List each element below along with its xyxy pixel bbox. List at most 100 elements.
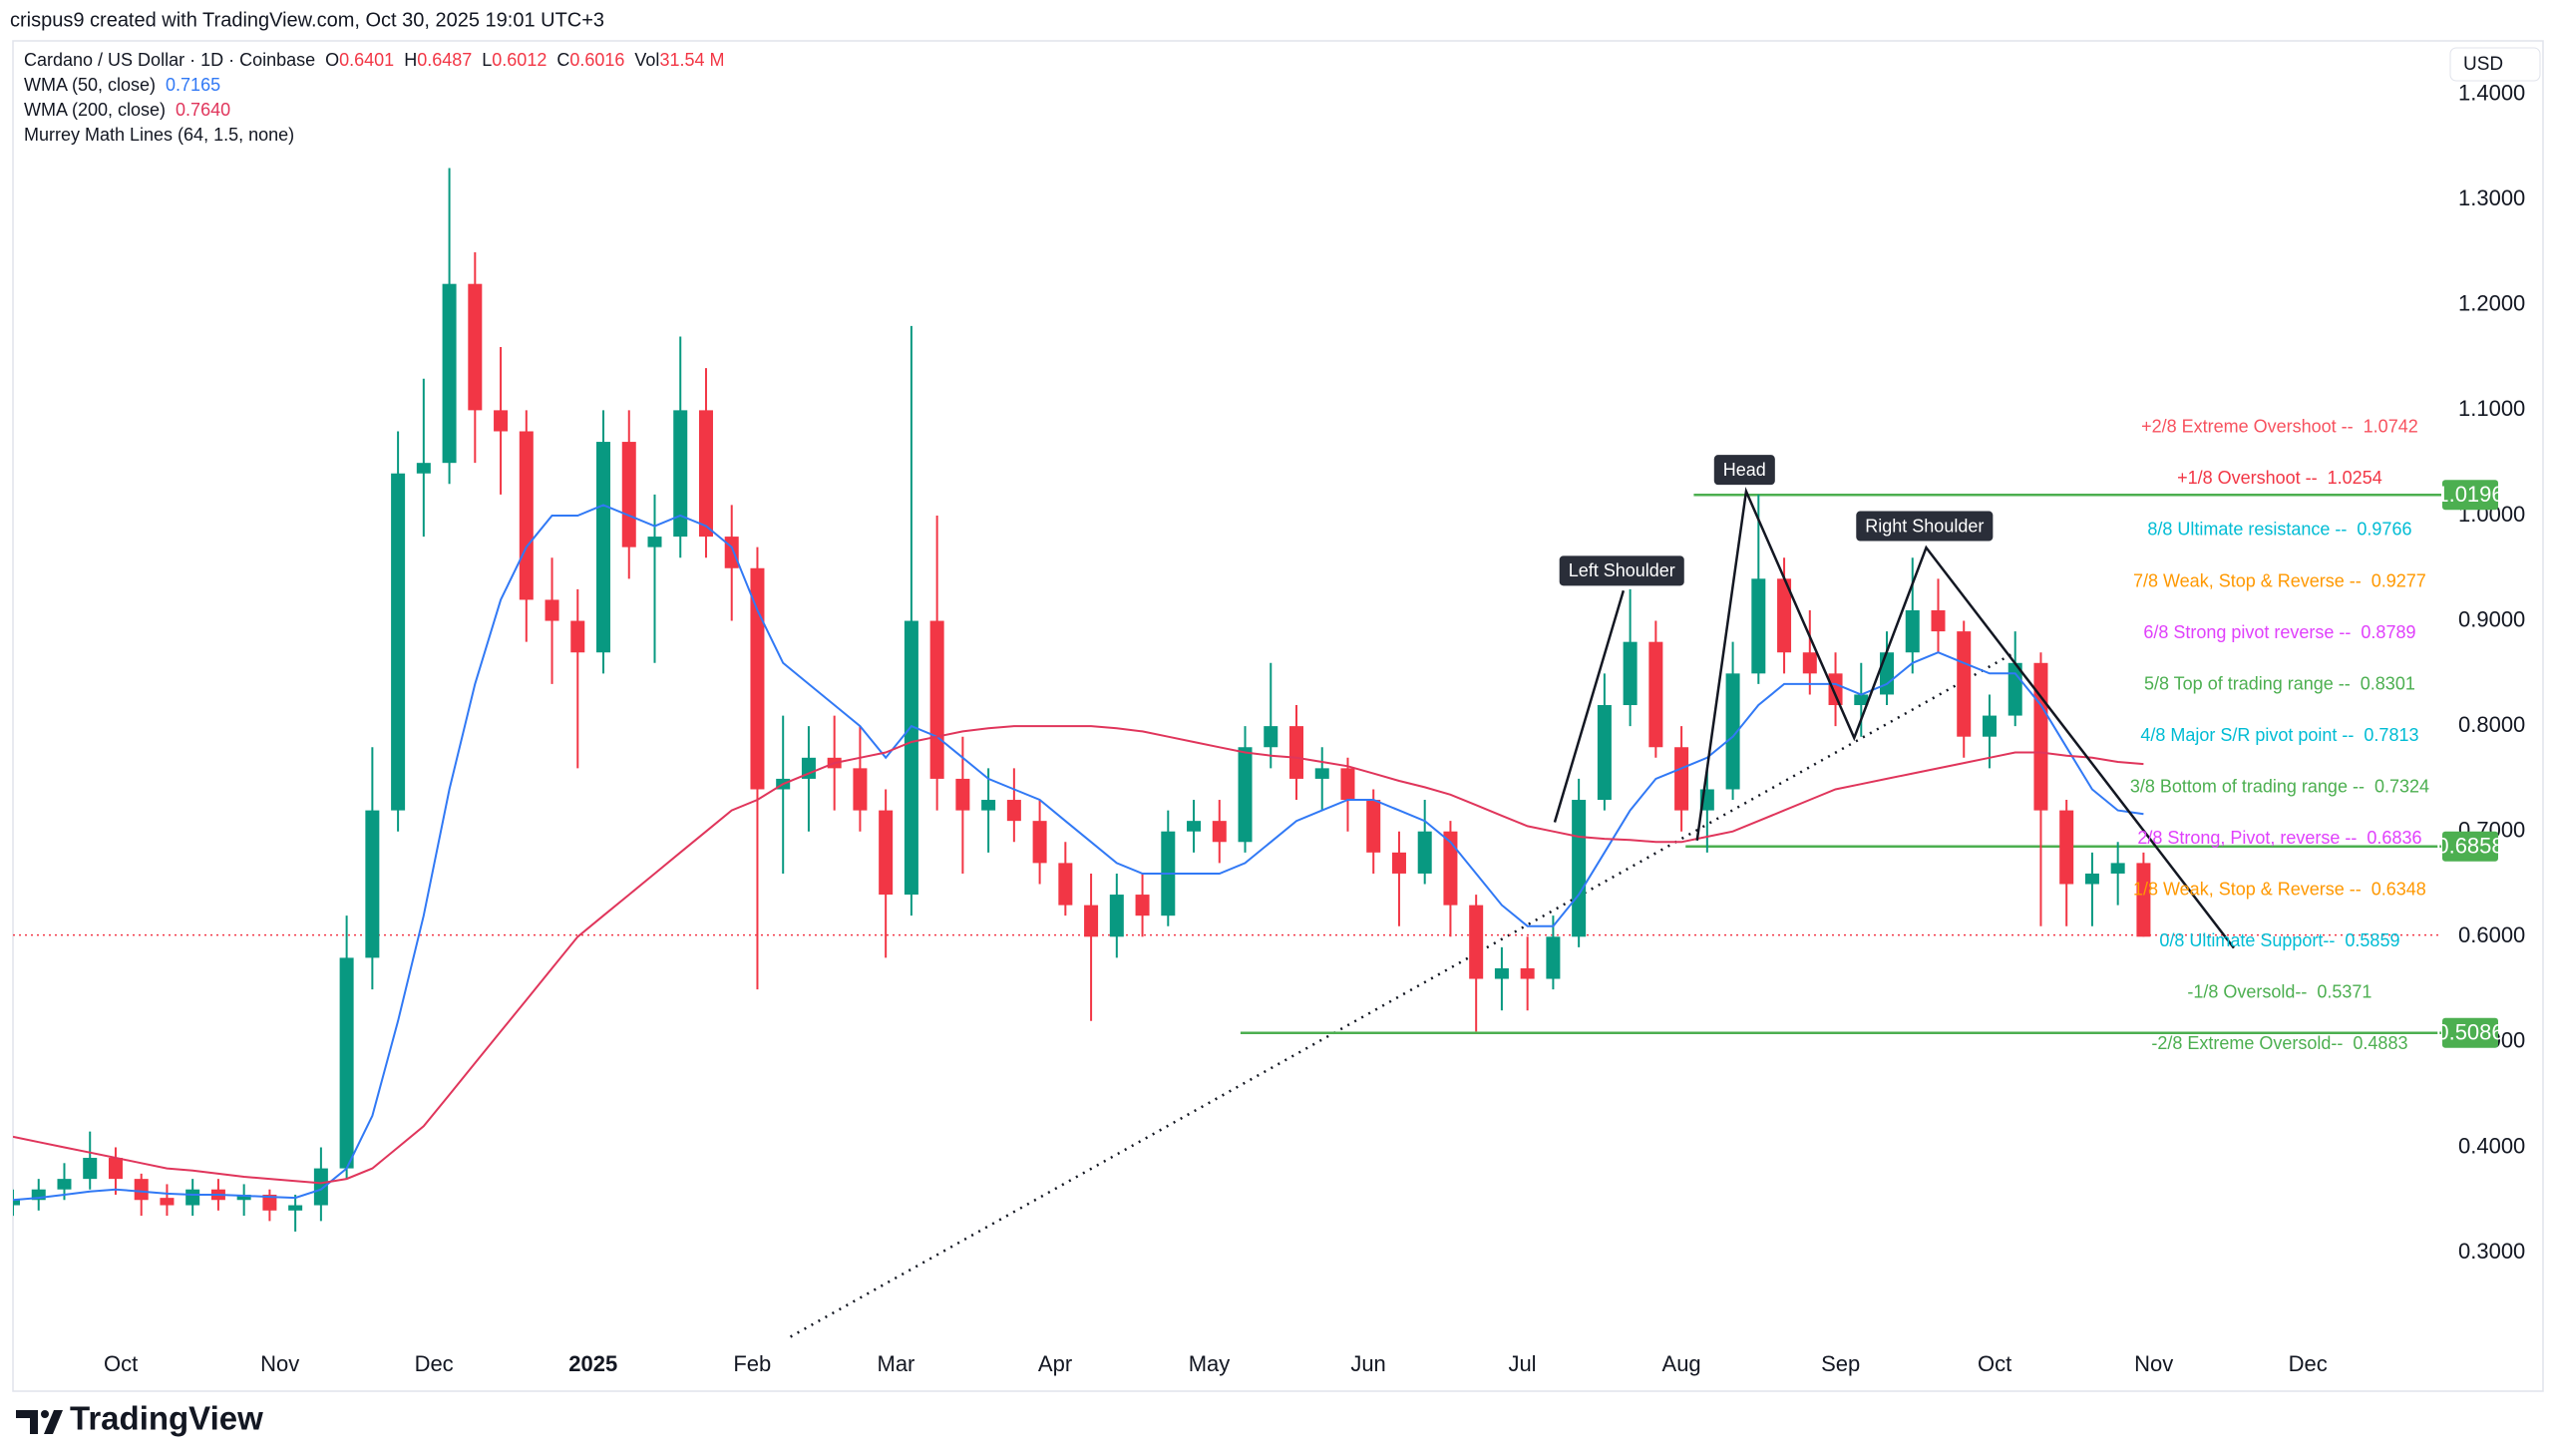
currency-button[interactable]	[2449, 47, 2541, 82]
y-tick-label: 1.2000	[2458, 291, 2525, 316]
x-tick-label: Jun	[1350, 1351, 1385, 1376]
legend-value: 0.7165	[166, 75, 220, 95]
pattern-line	[1695, 487, 2235, 949]
murrey-value: 0.7324	[2374, 776, 2429, 796]
candle-body	[1982, 715, 1997, 737]
murrey-value: 0.8301	[2361, 673, 2415, 693]
candle-body	[262, 1194, 277, 1211]
candle-body	[647, 537, 662, 547]
candle-body	[724, 537, 739, 568]
candle-body	[494, 410, 509, 432]
x-tick-label: Jul	[1508, 1351, 1536, 1376]
candle-body	[1854, 694, 1869, 706]
candle-body	[1905, 609, 1920, 653]
murrey-name: 3/8 Bottom of trading range --	[2130, 776, 2365, 796]
logo-text: TradingView	[70, 1400, 263, 1437]
y-tick-label: 0.8000	[2458, 712, 2525, 737]
annotation: Head	[1723, 460, 1766, 480]
candle-body	[1751, 578, 1766, 674]
murrey-label: +2/8 Extreme Overshoot -- 1.0742	[2141, 416, 2418, 436]
candle-body	[57, 1179, 72, 1190]
candle-body	[879, 810, 894, 896]
annotation: Right Shoulder	[1865, 516, 1984, 536]
candle-body	[1494, 967, 1509, 979]
murrey-label: 8/8 Ultimate resistance -- 0.9766	[2147, 519, 2411, 539]
candle-body	[185, 1189, 200, 1206]
candle-body	[1469, 905, 1484, 979]
candle-body	[621, 442, 636, 547]
murrey-name: 1/8 Weak, Stop & Reverse --	[2133, 879, 2362, 899]
murrey-value: 1.0254	[2328, 468, 2382, 488]
murrey-label: +1/8 Overshoot -- 1.0254	[2177, 468, 2382, 488]
candle-body	[981, 800, 996, 811]
candle-body	[1187, 821, 1202, 832]
candle-body	[1802, 652, 1817, 674]
currency[interactable]: USD	[2463, 54, 2503, 75]
candle-body	[1340, 768, 1355, 801]
annotation-box	[1856, 511, 1994, 542]
candle-body	[955, 778, 970, 811]
candle-body	[31, 1189, 46, 1201]
candle-body	[1391, 852, 1406, 874]
ohlc-value: 0.6016	[569, 50, 624, 70]
x-tick-label: Nov	[2134, 1351, 2173, 1376]
murrey-value: 0.9766	[2357, 519, 2411, 539]
murrey-label: 1/8 Weak, Stop & Reverse -- 0.6348	[2133, 879, 2426, 899]
candle-body	[160, 1198, 175, 1206]
candle-body	[13, 1200, 20, 1206]
candle-body	[570, 620, 585, 653]
murrey-name: 8/8 Ultimate resistance --	[2147, 519, 2347, 539]
candle-body	[83, 1158, 98, 1180]
annotation-box	[1559, 555, 1684, 586]
volume-value: 31.54 M	[659, 50, 724, 70]
candle-body	[519, 431, 534, 600]
murrey-name: 4/8 Major S/R pivot point --	[2140, 725, 2354, 745]
x-tick-label: Oct	[1978, 1351, 2011, 1376]
x-tick-label: Nov	[260, 1351, 299, 1376]
level-price-box	[2442, 1017, 2498, 1048]
candle-body	[108, 1158, 123, 1180]
murrey-name: 6/8 Strong pivot reverse --	[2143, 622, 2351, 642]
x-tick-label: 2025	[568, 1351, 617, 1376]
candle-body	[2110, 863, 2125, 874]
x-tick-label: Aug	[1662, 1351, 1701, 1376]
candle-body	[2136, 863, 2151, 937]
y-tick-label: 0.6000	[2458, 922, 2525, 947]
candle-body	[1931, 609, 1946, 632]
candle-body	[1777, 578, 1792, 653]
murrey-label: -2/8 Extreme Oversold-- 0.4883	[2151, 1033, 2407, 1053]
candle-body	[750, 567, 765, 790]
candle-body	[2007, 662, 2022, 716]
candle-body	[2033, 662, 2048, 811]
candle-body	[1135, 895, 1150, 916]
murrey-name: 2/8 Strong, Pivot, reverse --	[2137, 828, 2357, 848]
candle-body	[468, 283, 483, 411]
candle-body	[442, 283, 457, 464]
candle-body	[391, 473, 406, 811]
candle-body	[416, 463, 431, 474]
legend-name: WMA (50, close)	[24, 75, 156, 95]
ohlc-value: 0.6401	[339, 50, 394, 70]
candle-body	[1264, 726, 1278, 748]
murrey-label: -1/8 Oversold-- 0.5371	[2187, 981, 2371, 1001]
candle-body	[1212, 821, 1227, 843]
candle-body	[596, 442, 611, 653]
murrey-name: 7/8 Weak, Stop & Reverse --	[2133, 570, 2362, 590]
candle-body	[1957, 631, 1972, 737]
trend-line	[789, 652, 2014, 1338]
y-tick-label: 1.3000	[2458, 185, 2525, 210]
x-tick-label: Dec	[415, 1351, 454, 1376]
murrey-value: 0.6836	[2367, 828, 2421, 848]
y-tick-label: 1.1000	[2458, 396, 2525, 421]
candle-body	[1443, 831, 1458, 906]
candle-body	[236, 1194, 251, 1201]
candle-body	[2084, 873, 2099, 885]
candle-body	[1006, 800, 1021, 822]
symbol: Cardano / US Dollar · 1D · Coinbase	[24, 50, 315, 70]
murrey-value: 0.7813	[2364, 725, 2418, 745]
annotation: Left Shoulder	[1569, 560, 1675, 580]
murrey-value: 0.9277	[2371, 570, 2426, 590]
murrey-value: 0.6348	[2371, 879, 2426, 899]
